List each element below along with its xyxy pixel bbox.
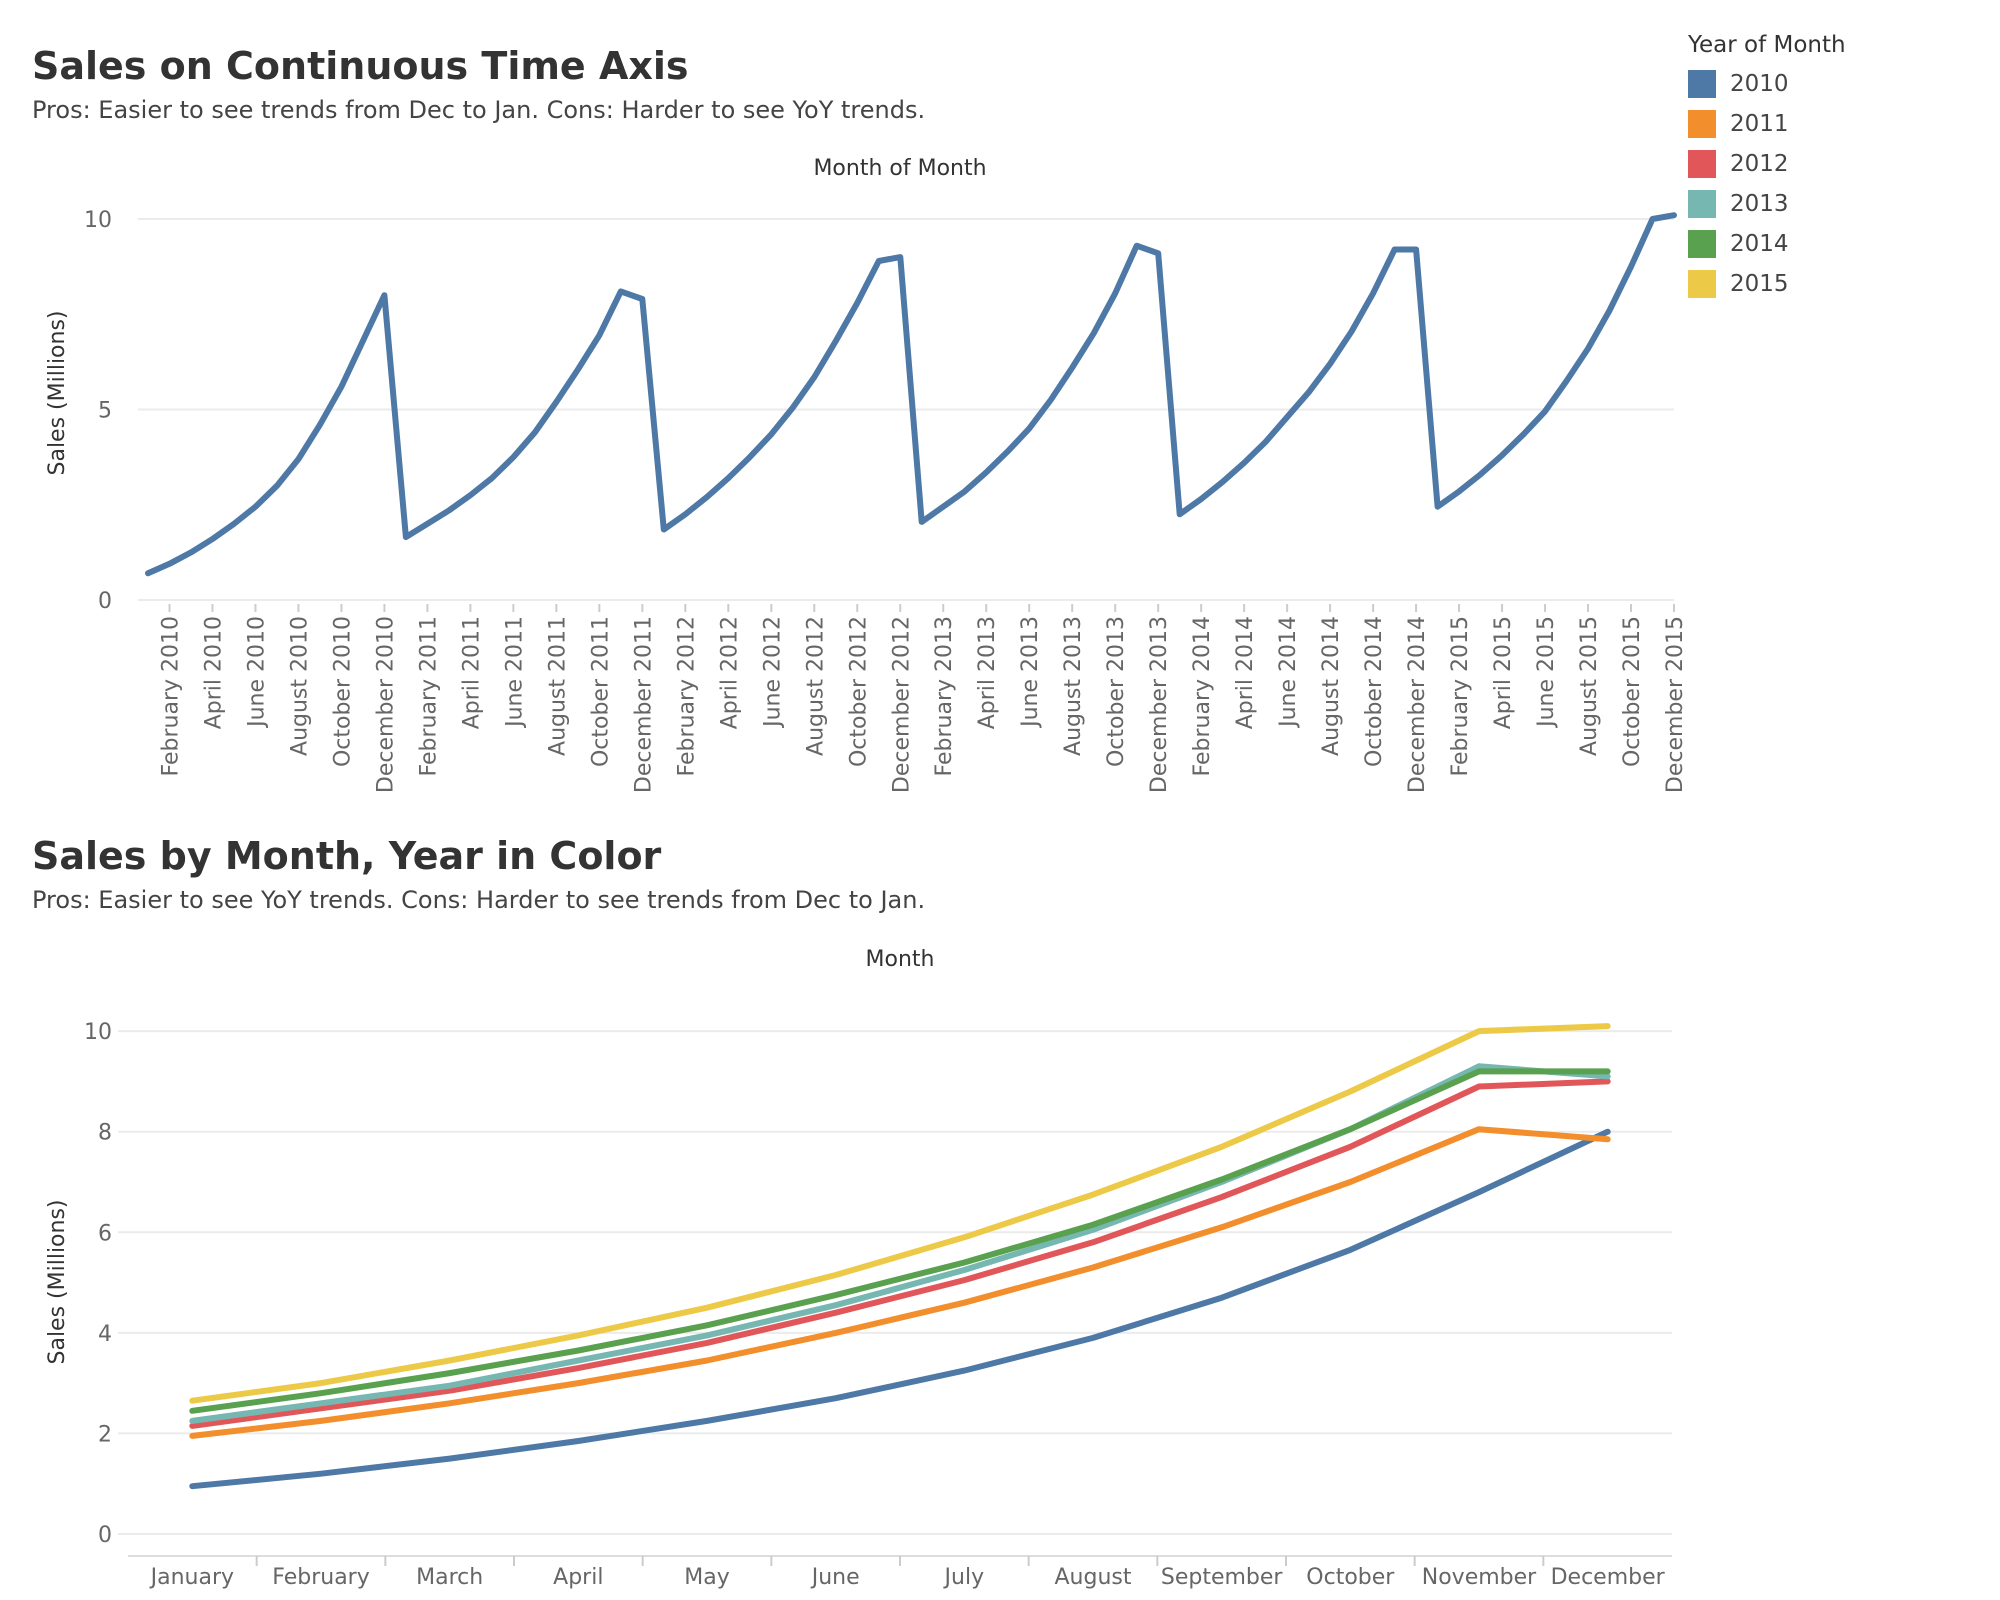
chart1-x-axis-title: Month of Month bbox=[813, 156, 986, 181]
year-legend: Year of Month 2010 2011 2012 2013 2014 2015 bbox=[1688, 32, 1846, 304]
legend-swatch-2014 bbox=[1688, 230, 1716, 258]
chart2-y-tick-label: 8 bbox=[98, 1121, 112, 1146]
chart1-y-tick-label: 5 bbox=[98, 399, 112, 424]
chart1-subtitle: Pros: Easier to see trends from Dec to J… bbox=[32, 96, 926, 124]
chart2-series-line-2010[interactable] bbox=[189, 1128, 1611, 1490]
chart1-x-tick-label: October 2010 bbox=[330, 616, 355, 767]
chart2-x-tick-label: February bbox=[272, 1565, 370, 1590]
chart1-y-tick-label: 10 bbox=[84, 208, 112, 233]
legend-label-2015: 2015 bbox=[1730, 271, 1789, 297]
chart1-x-tick-label: April 2010 bbox=[201, 616, 226, 729]
chart1-x-tick-label: December 2012 bbox=[889, 616, 914, 793]
legend-label-2012: 2012 bbox=[1730, 151, 1789, 177]
legend-swatch-2010 bbox=[1688, 70, 1716, 98]
chart1-x-tick-label: October 2011 bbox=[588, 616, 613, 767]
chart1-x-tick-label: April 2014 bbox=[1233, 616, 1258, 729]
chart1-x-tick-label: December 2013 bbox=[1147, 616, 1172, 793]
chart2-series-line-2012[interactable] bbox=[189, 1078, 1611, 1429]
chart1-x-tick-label: December 2010 bbox=[373, 616, 398, 793]
chart1-title: Sales on Continuous Time Axis bbox=[32, 44, 689, 88]
chart1-y-axis-title: Sales (Millions) bbox=[45, 310, 70, 475]
chart2-x-tick-label: November bbox=[1422, 1565, 1537, 1590]
chart1-x-tick-label: April 2013 bbox=[975, 616, 1000, 729]
chart2-x-tick-label: October bbox=[1306, 1565, 1395, 1590]
legend-item-2015[interactable]: 2015 bbox=[1688, 264, 1846, 304]
chart1-x-tick-label: August 2011 bbox=[545, 616, 570, 756]
legend-label-2011: 2011 bbox=[1730, 111, 1789, 137]
legend-label-2013: 2013 bbox=[1730, 191, 1789, 217]
chart2-x-tick-label: April bbox=[553, 1565, 603, 1590]
chart2-x-tick-label: June bbox=[810, 1565, 860, 1590]
legend-swatch-2011 bbox=[1688, 110, 1716, 138]
chart1-x-tick-label: February 2015 bbox=[1448, 616, 1473, 776]
chart1-x-tick-label: December 2011 bbox=[631, 616, 656, 793]
legend-item-2012[interactable]: 2012 bbox=[1688, 144, 1846, 184]
chart2-y-tick-label: 0 bbox=[98, 1523, 112, 1548]
chart1-x-tick-label: October 2012 bbox=[846, 616, 871, 767]
legend-title: Year of Month bbox=[1688, 32, 1846, 58]
chart2-subtitle: Pros: Easier to see YoY trends. Cons: Ha… bbox=[32, 886, 926, 914]
chart1-x-tick-label: August 2013 bbox=[1061, 616, 1086, 756]
legend-label-2010: 2010 bbox=[1730, 71, 1789, 97]
chart1-x-tick-label: June 2012 bbox=[760, 616, 785, 729]
legend-label-2014: 2014 bbox=[1730, 231, 1789, 257]
chart1-x-tick-label: February 2012 bbox=[674, 616, 699, 776]
chart2-y-tick-label: 6 bbox=[98, 1221, 112, 1246]
chart2-x-tick-label: May bbox=[684, 1565, 729, 1590]
legend-swatch-2013 bbox=[1688, 190, 1716, 218]
legend-swatch-2012 bbox=[1688, 150, 1716, 178]
chart1-x-tick-label: December 2014 bbox=[1405, 616, 1430, 793]
chart1-x-tick-label: February 2011 bbox=[416, 616, 441, 776]
chart2-title: Sales by Month, Year in Color bbox=[32, 834, 662, 878]
chart1-x-tick-label: August 2010 bbox=[287, 616, 312, 756]
chart2-x-tick-label: March bbox=[416, 1565, 483, 1590]
chart1-x-tick-label: February 2014 bbox=[1190, 616, 1215, 776]
chart2-series-line-2011[interactable] bbox=[189, 1126, 1611, 1439]
chart2-x-tick-label: January bbox=[149, 1565, 234, 1590]
legend-item-2010[interactable]: 2010 bbox=[1688, 64, 1846, 104]
chart2-y-tick-label: 10 bbox=[84, 1020, 112, 1045]
chart2-y-tick-label: 2 bbox=[98, 1422, 112, 1447]
chart2-x-tick-label: December bbox=[1551, 1565, 1666, 1590]
chart2-x-tick-label: August bbox=[1055, 1565, 1132, 1590]
chart1-x-tick-label: June 2015 bbox=[1534, 616, 1559, 729]
legend-item-2014[interactable]: 2014 bbox=[1688, 224, 1846, 264]
chart1-sales-line[interactable] bbox=[145, 212, 1677, 577]
chart2-series-line-2015[interactable] bbox=[189, 1023, 1611, 1404]
chart2-series-line-2014[interactable] bbox=[189, 1068, 1611, 1414]
legend-swatch-2015 bbox=[1688, 270, 1716, 298]
chart2-x-tick-label: July bbox=[943, 1565, 985, 1590]
chart1-x-tick-label: February 2010 bbox=[158, 616, 183, 776]
chart2-y-axis-title: Sales (Millions) bbox=[45, 1199, 70, 1364]
chart1-x-tick-label: August 2015 bbox=[1577, 616, 1602, 756]
chart1-x-tick-label: April 2012 bbox=[717, 616, 742, 729]
legend-item-2013[interactable]: 2013 bbox=[1688, 184, 1846, 224]
chart1-x-tick-label: December 2015 bbox=[1663, 616, 1688, 793]
chart1-x-tick-label: June 2014 bbox=[1276, 616, 1301, 729]
chart2-y-tick-label: 4 bbox=[98, 1322, 112, 1347]
chart1-x-tick-label: August 2012 bbox=[803, 616, 828, 756]
continuous-time-chart: 0 5 10 February 2010 April 2010 June 2010 Aug… bbox=[45, 156, 1688, 793]
chart1-x-tick-label: April 2015 bbox=[1491, 616, 1516, 729]
chart1-x-tick-label: June 2013 bbox=[1018, 616, 1043, 729]
chart1-x-tick-label: October 2013 bbox=[1104, 616, 1129, 767]
chart1-y-tick-label: 0 bbox=[98, 589, 112, 614]
chart1-x-tick-label: June 2010 bbox=[244, 616, 269, 729]
chart1-x-tick-label: August 2014 bbox=[1319, 616, 1344, 756]
chart1-x-tick-label: June 2011 bbox=[502, 616, 527, 729]
legend-item-2011[interactable]: 2011 bbox=[1688, 104, 1846, 144]
chart1-x-tick-label: February 2013 bbox=[932, 616, 957, 776]
chart2-x-axis-title: Month bbox=[866, 947, 935, 972]
chart1-x-tick-label: April 2011 bbox=[459, 616, 484, 729]
chart2-x-tick-label: September bbox=[1161, 1565, 1284, 1590]
chart1-x-tick-label: October 2014 bbox=[1362, 616, 1387, 767]
chart1-x-tick-label: October 2015 bbox=[1620, 616, 1645, 767]
